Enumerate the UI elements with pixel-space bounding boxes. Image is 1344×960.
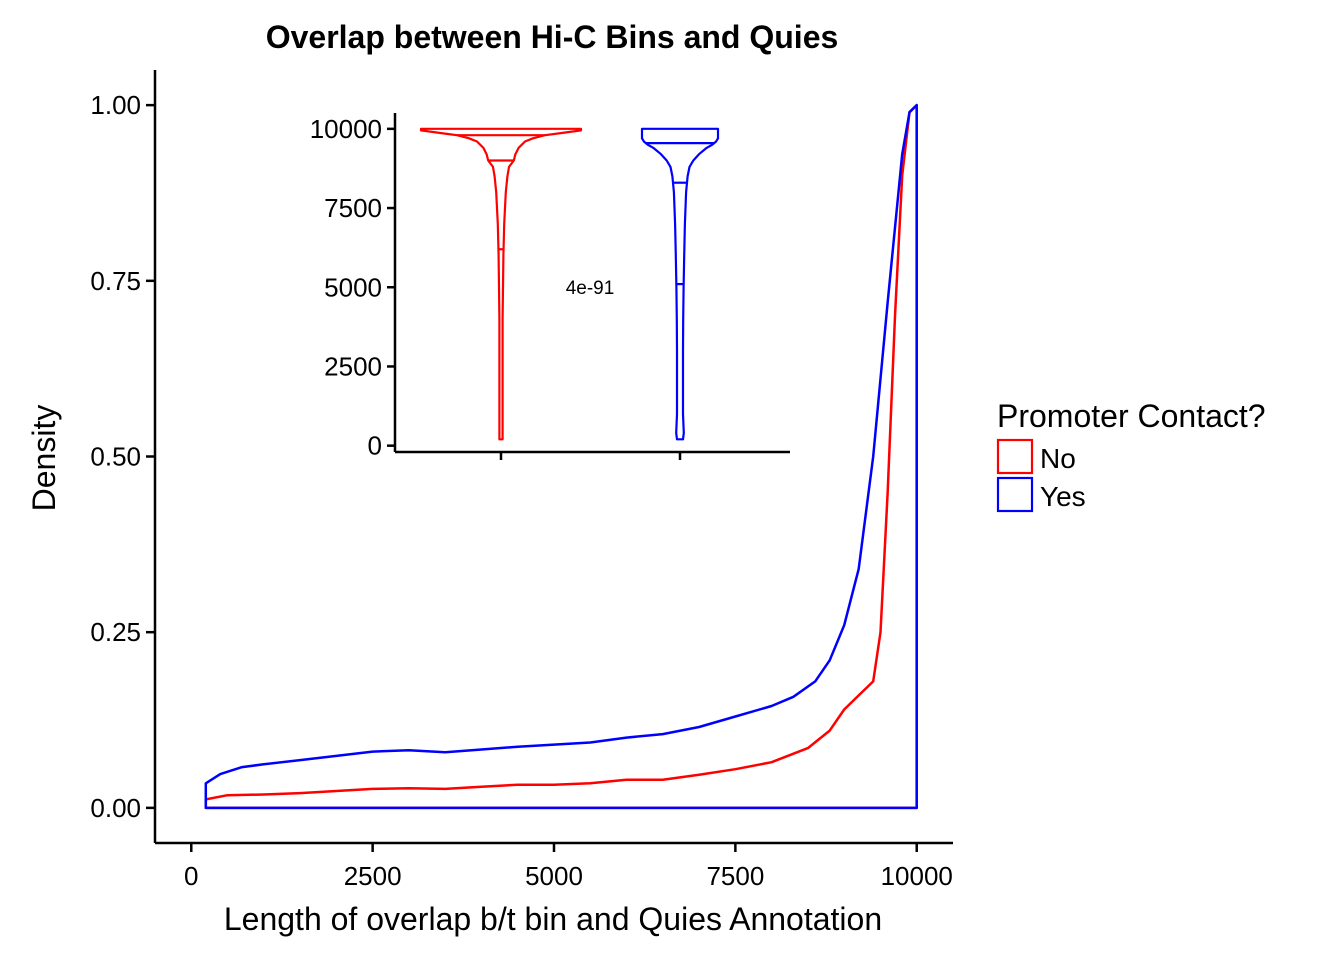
main-y-tick-label: 0.50 <box>90 442 141 472</box>
inset-y-tick-label: 5000 <box>324 272 382 302</box>
inset-violin-layer <box>419 127 720 441</box>
legend: Promoter Contact? No Yes <box>996 398 1266 513</box>
y-axis-title: Density <box>26 405 62 512</box>
main-y-tick-label: 0.75 <box>90 266 141 296</box>
inset-plot: 0 2500 5000 7500 10000 4e-91 <box>310 113 790 461</box>
legend-title: Promoter Contact? <box>997 398 1266 434</box>
inset-y-tick-label: 2500 <box>324 351 382 381</box>
inset-y-tick-label: 7500 <box>324 193 382 223</box>
legend-label-no: No <box>1040 443 1076 474</box>
main-x-tick-label: 0 <box>184 861 198 891</box>
inset-y-ticks: 0 2500 5000 7500 10000 <box>310 114 395 461</box>
chart-title: Overlap between Hi-C Bins and Quies <box>266 19 839 55</box>
main-x-tick-label: 10000 <box>881 861 953 891</box>
main-y-tick-label: 0.00 <box>90 793 141 823</box>
main-y-ticks: 0.00 0.25 0.50 0.75 1.00 <box>90 90 155 823</box>
legend-key-no <box>996 438 1034 475</box>
legend-key-yes <box>996 476 1034 513</box>
main-plot: 0.00 0.25 0.50 0.75 1.00 0 2500 5000 7500 10000 … <box>26 70 953 937</box>
inset-annotation: 4e-91 <box>566 278 615 299</box>
main-series-layer <box>204 103 918 810</box>
x-axis-title: Length of overlap b/t bin and Quies Anno… <box>224 901 882 937</box>
violin-no <box>419 127 583 441</box>
legend-label-yes: Yes <box>1040 481 1086 512</box>
density-line-no <box>204 103 918 810</box>
inset-x-ticks <box>499 452 682 460</box>
main-x-ticks: 0 2500 5000 7500 10000 <box>184 843 953 891</box>
legend-entries: No Yes <box>996 438 1086 513</box>
inset-y-tick-label: 0 <box>368 431 382 461</box>
main-y-tick-label: 0.25 <box>90 617 141 647</box>
main-x-tick-label: 2500 <box>344 861 402 891</box>
density-line-yes <box>204 103 918 810</box>
main-y-tick-label: 1.00 <box>90 90 141 120</box>
inset-y-tick-label: 10000 <box>310 114 382 144</box>
main-x-tick-label: 5000 <box>525 861 583 891</box>
main-x-tick-label: 7500 <box>706 861 764 891</box>
